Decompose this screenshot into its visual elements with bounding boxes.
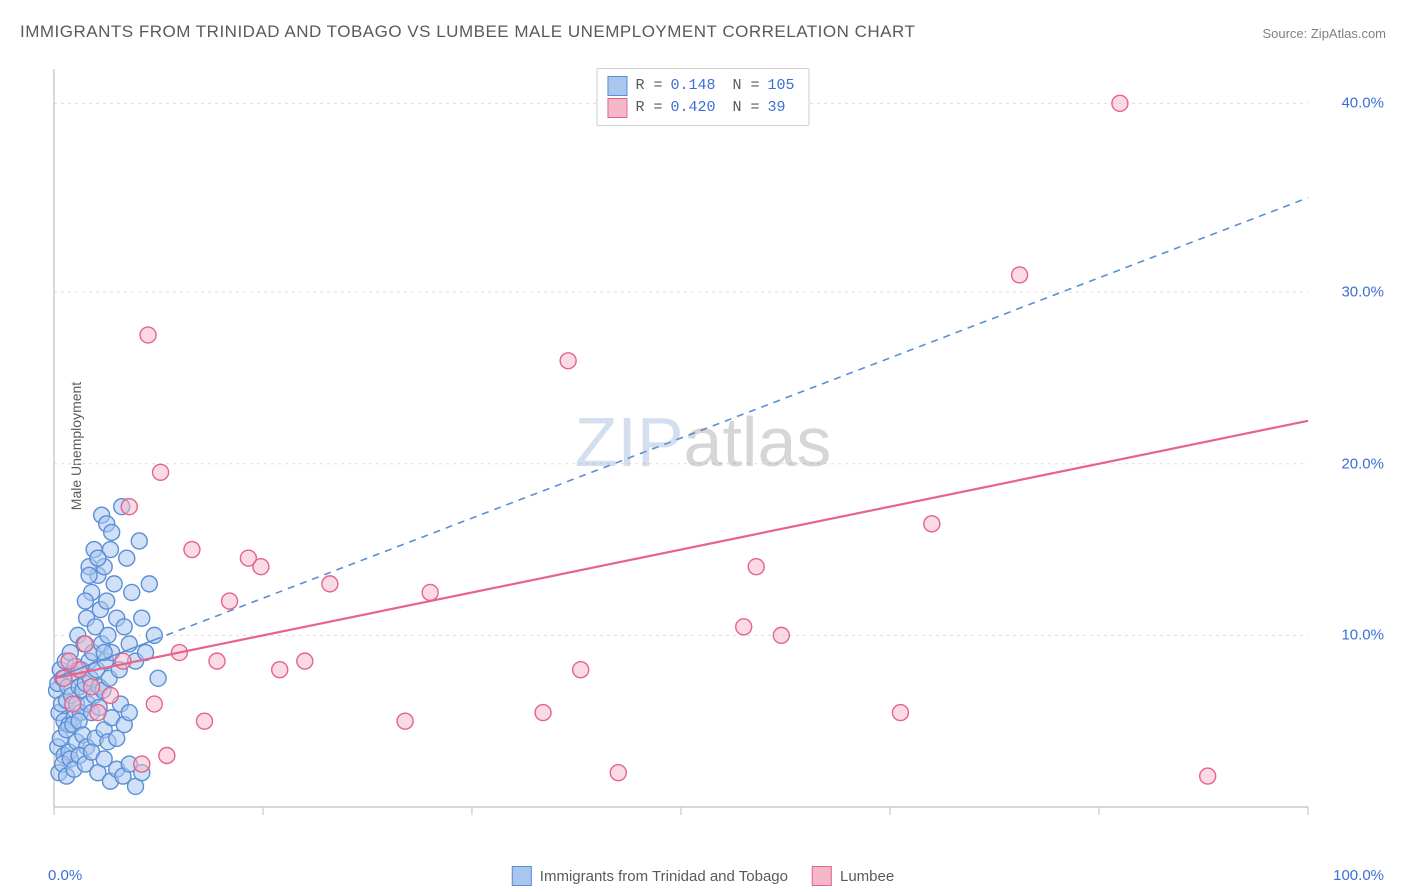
- legend-row-lumbee: R = 0.420 N = 39: [607, 97, 794, 119]
- r-value-lumbee: 0.420: [670, 97, 715, 119]
- legend-item-lumbee: Lumbee: [812, 866, 894, 886]
- r-label: R =: [635, 97, 662, 119]
- y-tick-10: 10.0%: [1341, 627, 1384, 644]
- y-tick-30: 30.0%: [1341, 284, 1384, 301]
- legend-row-trinidad: R = 0.148 N = 105: [607, 75, 794, 97]
- r-label: R =: [635, 75, 662, 97]
- series-name-lumbee: Lumbee: [840, 868, 894, 885]
- y-tick-20: 20.0%: [1341, 455, 1384, 472]
- swatch-lumbee: [607, 98, 627, 118]
- x-tick-max: 100.0%: [1333, 867, 1384, 884]
- y-tick-40: 40.0%: [1341, 95, 1384, 112]
- legend-item-trinidad: Immigrants from Trinidad and Tobago: [512, 866, 788, 886]
- r-value-trinidad: 0.148: [670, 75, 715, 97]
- chart-container: IMMIGRANTS FROM TRINIDAD AND TOBAGO VS L…: [0, 0, 1406, 892]
- n-label: N =: [724, 97, 760, 119]
- plot-area: [48, 65, 1368, 835]
- x-tick-min: 0.0%: [48, 867, 82, 884]
- source-label: Source: ZipAtlas.com: [1262, 26, 1386, 41]
- swatch-trinidad: [607, 76, 627, 96]
- series-legend: Immigrants from Trinidad and Tobago Lumb…: [512, 866, 894, 886]
- series-name-trinidad: Immigrants from Trinidad and Tobago: [540, 868, 788, 885]
- chart-title: IMMIGRANTS FROM TRINIDAD AND TOBAGO VS L…: [20, 22, 915, 42]
- correlation-legend: R = 0.148 N = 105 R = 0.420 N = 39: [596, 68, 809, 126]
- scatter-plot-svg: [48, 65, 1368, 835]
- n-value-trinidad: 105: [768, 75, 795, 97]
- swatch-lumbee: [812, 866, 832, 886]
- n-label: N =: [724, 75, 760, 97]
- n-value-lumbee: 39: [768, 97, 786, 119]
- swatch-trinidad: [512, 866, 532, 886]
